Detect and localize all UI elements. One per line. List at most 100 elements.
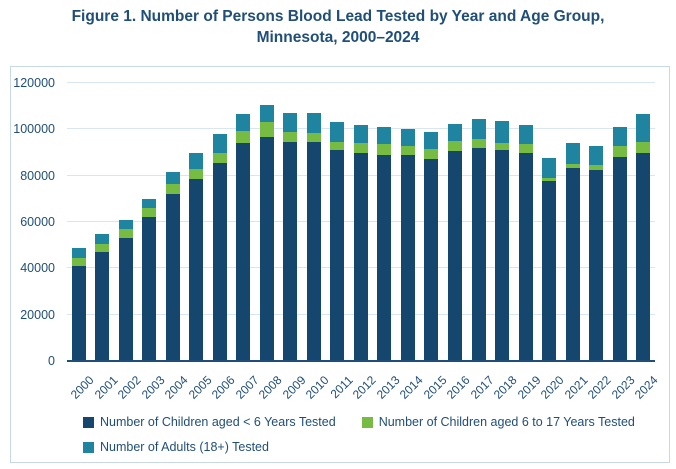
x-label-cell-2001: 2001 <box>91 363 120 409</box>
bars-row <box>67 83 655 361</box>
bar-segment-navy-2003 <box>142 217 157 361</box>
bar-slot-2020 <box>537 83 561 361</box>
bar-2017 <box>471 83 486 361</box>
bar-segment-green-2022 <box>589 165 604 170</box>
bar-2020 <box>542 83 557 361</box>
bar-segment-teal-2004 <box>165 172 180 184</box>
legend-swatch-icon-green <box>361 416 373 428</box>
bar-segment-teal-2017 <box>471 118 486 139</box>
x-label-cell-2018: 2018 <box>490 363 520 409</box>
bar-segment-teal-2012 <box>353 124 368 144</box>
x-tick-label-2024: 2024 <box>632 373 662 402</box>
x-label-cell-2008: 2008 <box>255 363 285 409</box>
bar-segment-navy-2011 <box>330 150 345 361</box>
bar-2010 <box>306 83 321 361</box>
x-label-cell-2015: 2015 <box>420 363 450 409</box>
bar-2005 <box>189 83 204 361</box>
y-axis: 0 20000 40000 60000 80000 100000 120000 <box>11 76 61 368</box>
bar-2001 <box>95 83 110 361</box>
bar-segment-teal-2002 <box>118 219 133 229</box>
bar-2007 <box>236 83 251 361</box>
x-label-cell-2000: 2000 <box>67 363 97 409</box>
bar-slot-2015 <box>420 83 444 361</box>
bar-2024 <box>636 83 651 361</box>
bar-segment-navy-2017 <box>471 147 486 361</box>
bar-slot-2021 <box>561 83 585 361</box>
bar-segment-teal-2007 <box>236 114 251 131</box>
bar-segment-green-2007 <box>236 130 251 144</box>
bar-slot-2004 <box>161 83 185 361</box>
y-tick-label-40000: 40000 <box>20 261 55 276</box>
x-label-cell-2023: 2023 <box>608 363 638 409</box>
x-label-cell-2017: 2017 <box>467 363 497 409</box>
bar-segment-green-2010 <box>306 132 321 143</box>
bar-segment-teal-2008 <box>259 105 274 123</box>
legend-row-1: Number of Children aged < 6 Years Tested… <box>83 415 658 429</box>
bar-segment-teal-2000 <box>71 247 86 258</box>
bar-2011 <box>330 83 345 361</box>
bar-segment-navy-2007 <box>236 143 251 361</box>
bar-segment-teal-2009 <box>283 113 298 132</box>
bar-segment-green-2001 <box>95 244 110 253</box>
bar-2012 <box>353 83 368 361</box>
bar-segment-green-2014 <box>400 145 415 155</box>
bar-segment-navy-2000 <box>71 266 86 361</box>
bar-segment-navy-2015 <box>424 159 439 361</box>
bar-segment-green-2011 <box>330 142 345 151</box>
bar-2013 <box>377 83 392 361</box>
bar-slot-2000 <box>67 83 91 361</box>
bar-segment-green-2013 <box>377 144 392 155</box>
bar-2018 <box>495 83 510 361</box>
bar-segment-green-2018 <box>495 142 510 151</box>
bar-segment-teal-2003 <box>142 198 157 209</box>
bar-segment-teal-2010 <box>306 113 321 133</box>
bar-slot-2009 <box>279 83 303 361</box>
bar-segment-navy-2021 <box>565 167 580 361</box>
bar-slot-2001 <box>91 83 115 361</box>
bar-segment-green-2021 <box>565 164 580 168</box>
bar-2023 <box>612 83 627 361</box>
x-label-cell-2011: 2011 <box>326 363 355 409</box>
bar-segment-green-2003 <box>142 208 157 218</box>
plot-area <box>67 82 655 362</box>
bar-segment-green-2020 <box>542 178 557 182</box>
bar-segment-green-2024 <box>636 142 651 153</box>
bar-2014 <box>400 83 415 361</box>
bar-segment-green-2023 <box>612 145 627 158</box>
bar-segment-teal-2015 <box>424 131 439 150</box>
bar-segment-navy-2022 <box>589 169 604 361</box>
bar-segment-green-2006 <box>212 152 227 163</box>
bar-slot-2010 <box>302 83 326 361</box>
legend-item-teal: Number of Adults (18+) Tested <box>83 440 269 454</box>
y-tick-label-20000: 20000 <box>20 307 55 322</box>
bar-slot-2007 <box>232 83 256 361</box>
y-tick-label-100000: 100000 <box>13 122 55 137</box>
bar-2008 <box>259 83 274 361</box>
bar-segment-green-2000 <box>71 257 86 267</box>
bar-segment-teal-2018 <box>495 121 510 143</box>
bar-segment-teal-2016 <box>448 123 462 141</box>
gridline-120000 <box>67 82 655 83</box>
bar-segment-navy-2019 <box>518 152 533 361</box>
bar-segment-navy-2004 <box>165 194 180 361</box>
bar-segment-navy-2013 <box>377 154 392 361</box>
bar-segment-green-2005 <box>189 168 204 180</box>
bar-segment-navy-2023 <box>612 157 627 361</box>
legend-item-navy: Number of Children aged < 6 Years Tested <box>83 415 336 429</box>
bar-segment-teal-2005 <box>189 152 204 169</box>
y-tick-label-80000: 80000 <box>20 168 55 183</box>
bar-segment-navy-2005 <box>189 179 204 361</box>
bar-segment-teal-2014 <box>400 129 415 146</box>
bar-segment-teal-2001 <box>95 233 110 245</box>
bar-slot-2008 <box>255 83 279 361</box>
x-label-cell-2010: 2010 <box>302 363 332 409</box>
bar-segment-green-2004 <box>165 183 180 195</box>
bar-2015 <box>424 83 439 361</box>
legend: Number of Children aged < 6 Years Tested… <box>83 415 658 465</box>
y-tick-label-60000: 60000 <box>20 215 55 229</box>
bar-2019 <box>518 83 533 361</box>
bar-segment-teal-2013 <box>377 127 392 145</box>
legend-label-teal: Number of Adults (18+) Tested <box>100 440 269 454</box>
x-label-cell-2014: 2014 <box>396 363 426 409</box>
x-label-cell-2013: 2013 <box>373 363 403 409</box>
